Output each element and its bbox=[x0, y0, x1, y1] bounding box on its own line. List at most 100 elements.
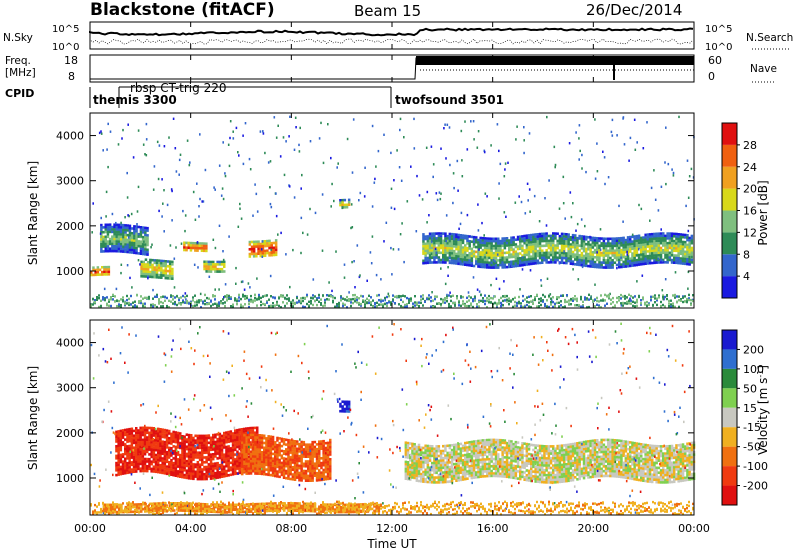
range-gate-cell bbox=[532, 262, 535, 265]
range-gate-cell bbox=[141, 252, 145, 256]
range-gate-cell bbox=[624, 260, 628, 263]
range-gate-cell bbox=[205, 265, 208, 268]
scatter-echo bbox=[575, 229, 577, 232]
range-gate-cell bbox=[190, 448, 193, 451]
range-gate-cell bbox=[124, 240, 127, 244]
range-gate-cell bbox=[646, 240, 650, 244]
range-gate-cell bbox=[670, 261, 674, 264]
range-gate-cell bbox=[185, 476, 189, 480]
range-gate-cell bbox=[589, 253, 592, 256]
range-gate-cell bbox=[203, 437, 206, 440]
range-gate-cell bbox=[263, 436, 266, 440]
range-gate-cell bbox=[96, 271, 100, 274]
range-gate-cell bbox=[428, 254, 432, 257]
range-gate-cell bbox=[591, 251, 595, 254]
range-gate-cell bbox=[490, 261, 493, 265]
range-gate-cell bbox=[668, 253, 672, 257]
range-gate-cell bbox=[128, 454, 131, 457]
range-gate-cell bbox=[578, 258, 581, 262]
range-gate-cell bbox=[260, 436, 264, 440]
range-gate-cell bbox=[554, 244, 557, 247]
range-gate-cell bbox=[276, 463, 279, 466]
range-gate-cell bbox=[607, 237, 610, 241]
ground-scatter-echo bbox=[464, 303, 466, 307]
range-gate-cell bbox=[236, 428, 239, 432]
range-gate-cell bbox=[468, 256, 471, 260]
ground-scatter-echo bbox=[318, 293, 320, 297]
scatter-echo bbox=[528, 132, 531, 135]
ground-scatter-echo bbox=[392, 300, 394, 303]
range-gate-cell bbox=[183, 442, 186, 446]
range-gate-cell bbox=[183, 243, 186, 247]
ground-scatter-echo bbox=[466, 300, 468, 303]
ground-scatter-echo bbox=[342, 304, 344, 308]
ground-scatter-echo bbox=[434, 295, 436, 298]
range-gate-cell bbox=[154, 460, 158, 464]
range-gate-cell bbox=[209, 263, 213, 266]
range-gate-cell bbox=[486, 239, 489, 243]
range-gate-cell bbox=[194, 475, 197, 478]
ground-scatter-echo bbox=[580, 298, 582, 301]
range-gate-cell bbox=[261, 244, 265, 248]
range-gate-cell bbox=[481, 244, 485, 247]
range-gate-cell bbox=[236, 455, 239, 458]
range-gate-cell bbox=[309, 460, 312, 463]
scatter-echo bbox=[248, 157, 251, 161]
range-gate-cell bbox=[128, 439, 131, 443]
range-gate-cell bbox=[119, 233, 123, 236]
scatter-echo bbox=[139, 263, 141, 266]
range-gate-cell bbox=[545, 237, 548, 240]
range-gate-cell bbox=[253, 431, 257, 434]
range-gate-cell bbox=[243, 453, 246, 456]
range-gate-cell bbox=[516, 245, 520, 248]
range-gate-cell bbox=[190, 441, 193, 444]
range-gate-cell bbox=[119, 456, 123, 459]
ground-scatter-echo bbox=[576, 297, 578, 300]
range-gate-cell bbox=[174, 460, 178, 463]
scatter-echo bbox=[240, 280, 243, 284]
range-gate-cell bbox=[508, 246, 511, 249]
range-gate-cell bbox=[172, 433, 175, 436]
range-gate-cell bbox=[600, 251, 603, 255]
range-gate-cell bbox=[664, 256, 667, 259]
range-gate-cell bbox=[282, 466, 286, 470]
range-gate-cell bbox=[501, 251, 504, 255]
range-gate-cell bbox=[422, 242, 425, 246]
range-gate-cell bbox=[457, 260, 460, 263]
range-gate-cell bbox=[231, 463, 235, 466]
range-gate-cell bbox=[287, 438, 290, 442]
range-gate-cell bbox=[126, 445, 129, 448]
range-gate-cell bbox=[227, 462, 230, 465]
scatter-echo bbox=[629, 136, 632, 140]
range-gate-cell bbox=[265, 439, 268, 443]
scatter-echo bbox=[448, 126, 451, 129]
range-gate-cell bbox=[532, 238, 535, 241]
range-gate-cell bbox=[459, 253, 463, 256]
range-gate-cell bbox=[677, 247, 680, 250]
range-gate-cell bbox=[144, 263, 148, 266]
range-gate-cell bbox=[252, 245, 256, 248]
range-gate-cell bbox=[171, 260, 174, 264]
scatter-echo bbox=[460, 211, 463, 215]
ground-scatter-echo bbox=[686, 299, 688, 303]
range-gate-cell bbox=[255, 254, 258, 258]
range-gate-cell bbox=[225, 440, 228, 444]
ground-scatter-echo bbox=[676, 301, 678, 304]
range-gate-cell bbox=[128, 248, 132, 252]
ground-scatter-echo bbox=[622, 301, 624, 305]
range-gate-cell bbox=[525, 253, 529, 257]
range-gate-cell bbox=[657, 258, 661, 262]
ground-scatter-echo bbox=[110, 296, 112, 299]
scatter-echo bbox=[214, 288, 216, 291]
scatter-echo bbox=[235, 126, 238, 130]
range-gate-cell bbox=[578, 234, 581, 238]
range-gate-cell bbox=[263, 446, 266, 450]
range-gate-cell bbox=[267, 435, 270, 438]
range-gate-cell bbox=[563, 235, 566, 238]
scatter-echo bbox=[356, 244, 359, 247]
range-gate-cell bbox=[618, 256, 621, 259]
range-gate-cell bbox=[675, 242, 678, 245]
range-gate-cell bbox=[657, 246, 661, 250]
scatter-echo bbox=[383, 133, 385, 136]
scatter-echo bbox=[406, 200, 409, 203]
